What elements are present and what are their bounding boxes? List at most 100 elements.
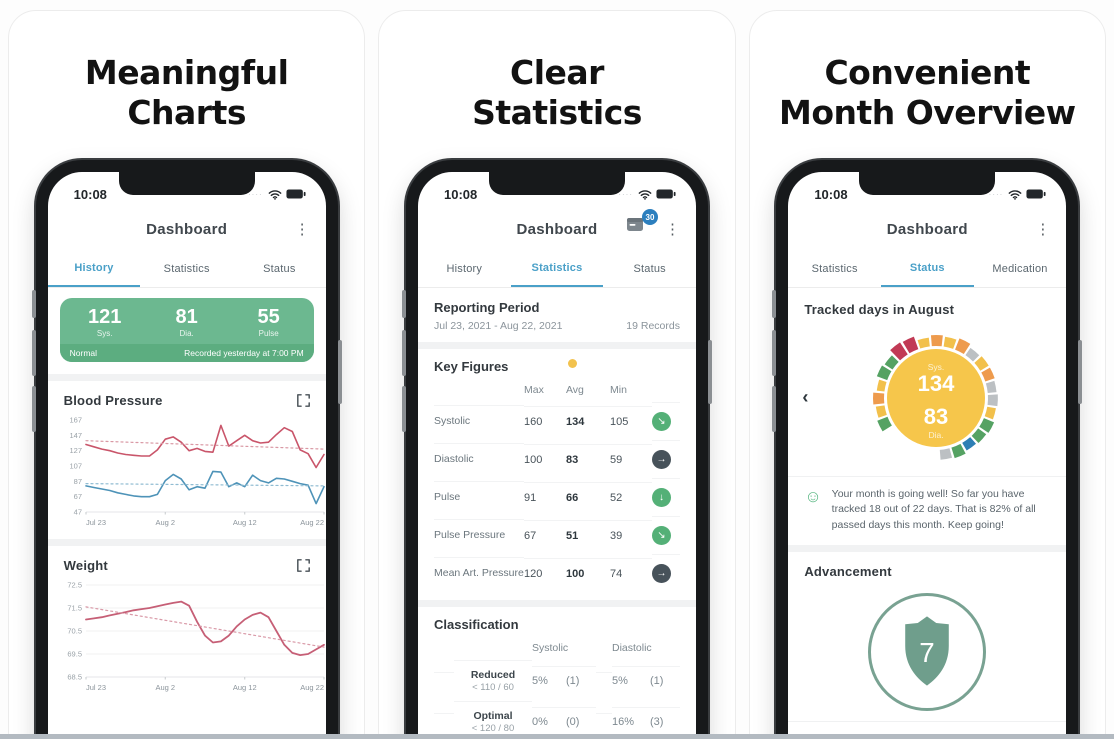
tab-history[interactable]: History [47,250,141,288]
phone-screen: 10:08 ···· Dashboard ⋮ Statistics Status… [788,172,1067,739]
row-avg: 100 [565,557,610,589]
classification-table: Systolic Diastolic Reduced < 110 / 60 5% [433,632,680,739]
svg-text:47: 47 [73,508,81,517]
dia-percent: 5% [611,666,650,695]
advancement-title: Advancement [804,563,892,579]
tab-history[interactable]: History [446,262,483,275]
section-divider [788,544,1067,552]
page-title: Dashboard [886,220,968,238]
svg-text:72.5: 72.5 [67,581,82,590]
key-figures-table: Max Avg Min Systolic 160 134 105 ↘ Dias [433,374,680,592]
chevron-left-icon[interactable]: ‹ [802,387,809,408]
panel-meaningful-charts: Meaningful Charts 10:08 ···· Dashboard [8,10,366,739]
expand-icon[interactable] [296,559,310,573]
phone-notch [859,172,996,196]
svg-text:83: 83 [924,404,948,429]
tab-statistics[interactable]: Statistics [510,250,604,288]
col-systolic: Systolic [531,642,569,655]
classification-section: Classification Systolic Diastolic [418,607,696,739]
level-ring: 7 [868,592,987,711]
svg-text:71.5: 71.5 [67,604,82,613]
category-name: Optimal < 120 / 80 [453,701,532,739]
kebab-menu-icon[interactable]: ⋮ [294,221,310,239]
phone-screen: 10:08 ···· Dashboard ⋮ History Statistic… [47,172,326,739]
tab-status[interactable]: Status [263,262,296,275]
power-button [337,340,342,405]
svg-text:127: 127 [69,446,82,455]
dia-count: (1) [649,666,680,695]
svg-text:68.5: 68.5 [67,673,82,682]
section-divider [417,600,696,608]
calendar-button[interactable]: 30 [626,209,658,241]
phone-mockup-3: 10:08 ···· Dashboard ⋮ Statistics Status… [772,160,1083,739]
reading-values: 121 Sys. 81 Dia. 55 Pulse [60,298,314,344]
svg-text:Sys.: Sys. [928,362,945,372]
svg-text:Jul 23: Jul 23 [86,518,106,527]
panel-title: Meaningful Charts [84,53,289,132]
expand-icon[interactable] [296,394,310,408]
kebab-menu-icon[interactable]: ⋮ [664,221,680,239]
records-count: 19 Records [626,320,680,333]
row-label: Mean Art. Pressure [433,557,524,589]
recorded-timestamp: Recorded yesterday at 7:00 PM [184,348,304,359]
svg-text:Aug 2: Aug 2 [155,683,175,692]
calendar-icon [626,218,643,232]
phone-notch [488,172,625,196]
section-divider [47,539,326,547]
svg-text:147: 147 [69,431,82,440]
trend-right-icon: → [651,564,671,584]
pulse-value: 55 [257,306,280,329]
row-min: 74 [609,557,652,589]
power-button [1078,340,1083,405]
row-avg: 51 [565,519,610,551]
latest-reading-card[interactable]: 121 Sys. 81 Dia. 55 Pulse Norma [59,298,314,363]
tab-statistics[interactable]: Statistics [811,262,858,275]
row-min: 52 [609,481,652,513]
weight-section-title: Weight [63,558,108,574]
advancement-header: Advancement [788,552,1066,581]
bp-line-chart: 167 147 127 107 87 67 47 Jul 23 Aug 2 Aug 12 Aug 2… [69,416,325,527]
panel-clear-statistics: Clear Statistics 10:08 ···· Dashboard [378,10,736,739]
volume-down-button [772,386,777,433]
mute-switch [772,290,777,319]
svg-text:107: 107 [69,462,82,471]
reporting-period-row: Jul 23, 2021 - Aug 22, 2021 19 Records [434,320,680,332]
pulse-label: Pulse [258,329,279,339]
svg-text:70.5: 70.5 [67,627,82,636]
mute-switch [401,290,406,319]
svg-text:167: 167 [69,416,82,425]
month-message: Your month is going well! So far you hav… [831,488,1036,531]
page-title: Dashboard [516,220,598,238]
tracked-days-header: Tracked days in August [788,288,1066,319]
volume-up-button [772,330,777,377]
pulse-value-block: 55 Pulse [228,306,310,338]
tab-statistics[interactable]: Statistics [163,262,210,275]
status-time: 10:08 [73,186,107,202]
weight-chart-container[interactable]: 72.5 71.5 70.5 69.5 68.5 Jul 23 Aug 2 Aug 12 Aug… [48,575,326,704]
bp-section-header: Blood Pressure [48,381,326,410]
power-button [707,340,712,405]
tab-status[interactable]: Status [633,262,666,275]
highlight-dot [568,359,578,369]
kebab-menu-icon[interactable]: ⋮ [1035,221,1051,239]
reporting-period-title: Reporting Period [433,300,540,316]
svg-text:Aug 22: Aug 22 [300,683,324,692]
tab-status[interactable]: Status [880,250,974,288]
tab-medication[interactable]: Medication [992,262,1048,275]
panel-title: Convenient Month Overview [778,53,1076,132]
reporting-period-section: Reporting Period Jul 23, 2021 - Aug 22, … [418,288,696,342]
row-max: 120 [523,557,566,589]
row-label: Diastolic [433,443,524,475]
systolic-value-block: 121 Sys. [64,306,146,338]
sys-percent: 0% [531,707,566,736]
status-icons: ···· [989,189,1047,200]
row-max: 100 [523,443,566,475]
row-avg: 134 [565,405,610,437]
col-avg: Avg [565,384,584,397]
bp-chart-container[interactable]: 167 147 127 107 87 67 47 Jul 23 Aug 2 Aug 12 Aug 2… [48,410,326,539]
section-divider [47,374,326,382]
app-header: Dashboard ⋮ [788,208,1066,250]
sys-count: (1) [565,666,596,695]
phone-mockup-2: 10:08 ···· Dashboard 30 ⋮ H [401,160,712,739]
